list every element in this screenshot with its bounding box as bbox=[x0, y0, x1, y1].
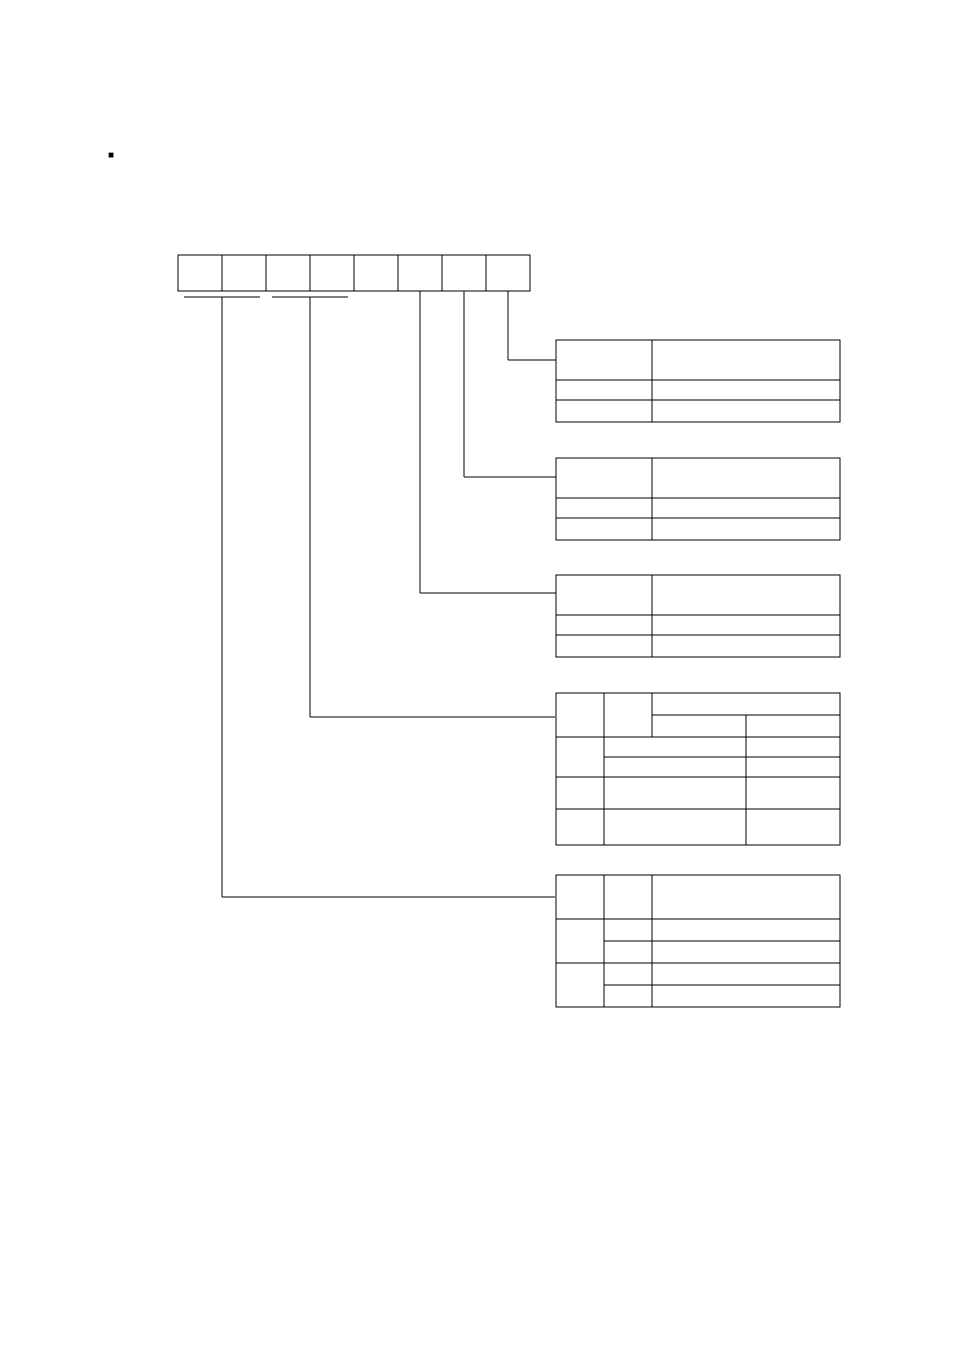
diagram-svg bbox=[0, 0, 954, 1351]
page-root: ■ bbox=[0, 0, 954, 1351]
